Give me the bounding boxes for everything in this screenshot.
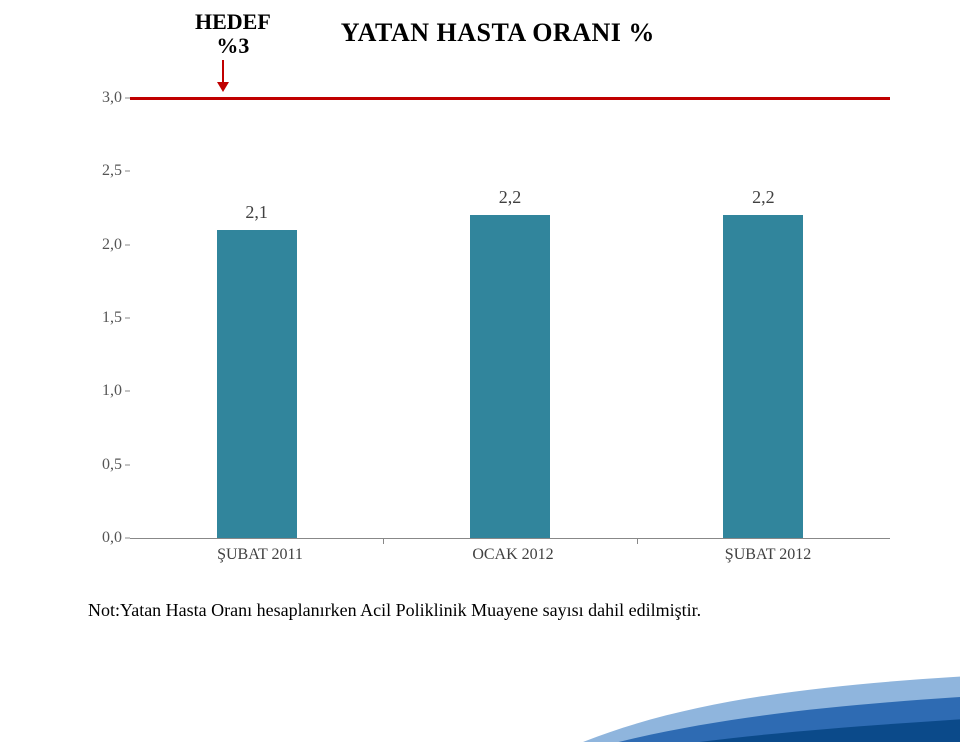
ytick-label: 3,0 — [70, 89, 122, 107]
xcat-label: ŞUBAT 2012 — [708, 546, 828, 564]
swoosh-decoration-icon — [520, 632, 960, 742]
bar-value-label: 2,2 — [723, 187, 803, 208]
bar-chart: 0,0 0,5 1,0 1,5 2,0 2,5 3,0 2,1 2,2 2,2 … — [70, 98, 890, 573]
xtick-mark — [383, 538, 384, 544]
ytick-label: 1,0 — [70, 382, 122, 400]
ytick-label: 0,0 — [70, 529, 122, 547]
target-line — [130, 97, 890, 100]
footnote: Not:Yatan Hasta Oranı hesaplanırken Acil… — [88, 600, 701, 621]
bar-value-label: 2,1 — [217, 202, 297, 223]
xtick-mark — [637, 538, 638, 544]
xcat-label: ŞUBAT 2011 — [200, 546, 320, 564]
hedef-box: HEDEF %3 — [195, 10, 271, 58]
ytick-label: 1,5 — [70, 309, 122, 327]
chart-header: HEDEF %3 YATAN HASTA ORANI % — [195, 10, 655, 58]
ytick-label: 2,0 — [70, 236, 122, 254]
chart-title: YATAN HASTA ORANI % — [341, 18, 655, 48]
hedef-arrow-icon — [217, 60, 229, 92]
hedef-value: %3 — [216, 34, 249, 58]
hedef-label: HEDEF — [195, 10, 271, 34]
xcat-label: OCAK 2012 — [458, 546, 568, 564]
bar-value-label: 2,2 — [470, 187, 550, 208]
bar: 2,2 — [470, 215, 550, 538]
bar: 2,1 — [217, 230, 297, 538]
plot-area: 2,1 2,2 2,2 — [130, 98, 890, 539]
ytick-label: 2,5 — [70, 162, 122, 180]
bar: 2,2 — [723, 215, 803, 538]
ytick-label: 0,5 — [70, 456, 122, 474]
